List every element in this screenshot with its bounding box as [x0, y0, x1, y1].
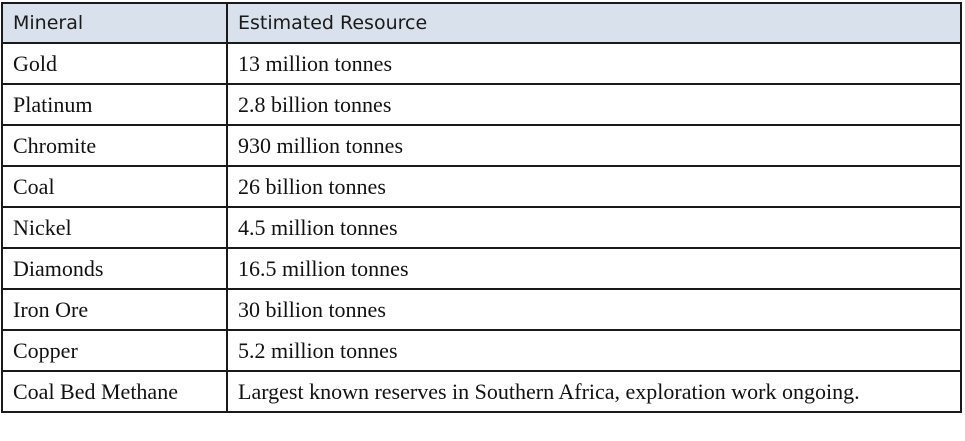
table-row: Chromite 930 million tonnes	[1, 124, 962, 167]
cell-mineral: Coal	[1, 165, 228, 208]
cell-estimated-resource: 13 million tonnes	[226, 42, 962, 85]
table-row: Gold 13 million tonnes	[1, 42, 962, 85]
cell-mineral: Chromite	[1, 124, 228, 167]
cell-estimated-resource: 30 billion tonnes	[226, 288, 962, 331]
header-estimated-resource: Estimated Resource	[226, 2, 962, 44]
cell-estimated-resource: Largest known reserves in Southern Afric…	[226, 370, 962, 413]
table-header-row: Mineral Estimated Resource	[1, 2, 962, 44]
cell-mineral: Copper	[1, 329, 228, 372]
cell-estimated-resource: 4.5 million tonnes	[226, 206, 962, 249]
cell-mineral: Gold	[1, 42, 228, 85]
table-row: Iron Ore 30 billion tonnes	[1, 288, 962, 331]
table-row: Diamonds 16.5 million tonnes	[1, 247, 962, 290]
cell-estimated-resource: 930 million tonnes	[226, 124, 962, 167]
cell-estimated-resource: 5.2 million tonnes	[226, 329, 962, 372]
cell-mineral: Iron Ore	[1, 288, 228, 331]
cell-estimated-resource: 26 billion tonnes	[226, 165, 962, 208]
table-row: Nickel 4.5 million tonnes	[1, 206, 962, 249]
table-row: Platinum 2.8 billion tonnes	[1, 83, 962, 126]
cell-estimated-resource: 2.8 billion tonnes	[226, 83, 962, 126]
cell-mineral: Diamonds	[1, 247, 228, 290]
cell-estimated-resource: 16.5 million tonnes	[226, 247, 962, 290]
table-row: Coal Bed Methane Largest known reserves i…	[1, 370, 962, 413]
cell-mineral: Platinum	[1, 83, 228, 126]
table-row: Coal 26 billion tonnes	[1, 165, 962, 208]
cell-mineral: Coal Bed Methane	[1, 370, 228, 413]
table-row: Copper 5.2 million tonnes	[1, 329, 962, 372]
mineral-resources-table: Mineral Estimated Resource Gold 13 millio…	[1, 2, 962, 413]
cell-mineral: Nickel	[1, 206, 228, 249]
header-mineral: Mineral	[1, 2, 228, 44]
